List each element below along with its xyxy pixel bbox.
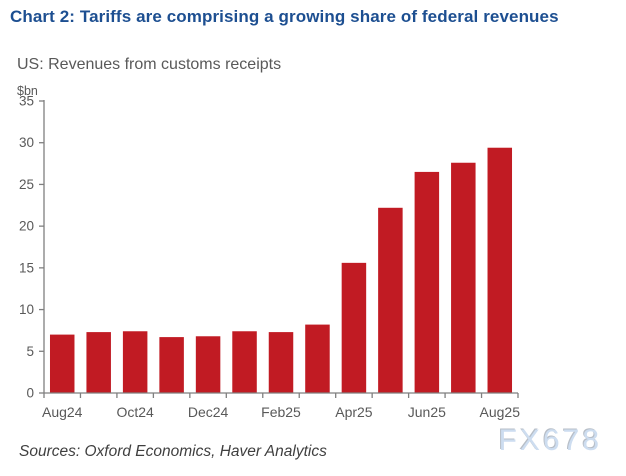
bar-Apr25 bbox=[341, 262, 367, 393]
chart-title: Chart 2: Tariffs are comprising a growin… bbox=[10, 7, 559, 26]
x-tick-label: Apr25 bbox=[335, 404, 373, 420]
y-tick-label: 20 bbox=[19, 219, 34, 234]
bar-Oct24 bbox=[122, 331, 148, 393]
y-axis-unit-label: $bn bbox=[17, 84, 38, 98]
x-tick-label: Aug25 bbox=[480, 404, 521, 420]
y-tick-label: 10 bbox=[19, 302, 34, 317]
bar-Jan25 bbox=[232, 331, 257, 393]
bar-Sep24 bbox=[86, 332, 111, 393]
bar-Feb25 bbox=[268, 332, 294, 393]
x-tick-label: Oct24 bbox=[116, 404, 154, 420]
bar-Nov24 bbox=[159, 337, 184, 393]
bar-Dec24 bbox=[195, 336, 221, 393]
chart-subtitle: US: Revenues from customs receipts bbox=[17, 56, 282, 73]
bar-Aug25 bbox=[487, 147, 513, 393]
fx678-watermark: FX678 bbox=[498, 424, 602, 457]
x-tick-label: Aug24 bbox=[42, 404, 83, 420]
bar-Jun25 bbox=[414, 171, 440, 393]
x-tick-label: Feb25 bbox=[261, 404, 301, 420]
y-tick-label: 30 bbox=[19, 135, 34, 150]
bar-chart: 0 5 10 15 20 25 30 35 Aug24 Oct24 Dec24 Feb25 Apr25 J… bbox=[19, 94, 521, 421]
bar-Mar25 bbox=[305, 324, 330, 393]
y-tick-label: 35 bbox=[19, 94, 34, 109]
bar-Jul25 bbox=[451, 162, 476, 393]
y-tick-label: 5 bbox=[26, 344, 34, 359]
sources-text: Sources: Oxford Economics, Haver Analyti… bbox=[19, 443, 327, 460]
y-tick-label: 25 bbox=[19, 177, 34, 192]
bar-May25 bbox=[378, 207, 403, 393]
bar-Aug24 bbox=[49, 334, 75, 393]
x-tick-label: Jun25 bbox=[408, 404, 446, 420]
y-tick-label: 15 bbox=[19, 260, 34, 275]
y-tick-label: 0 bbox=[26, 386, 34, 401]
x-tick-label: Dec24 bbox=[188, 404, 229, 420]
